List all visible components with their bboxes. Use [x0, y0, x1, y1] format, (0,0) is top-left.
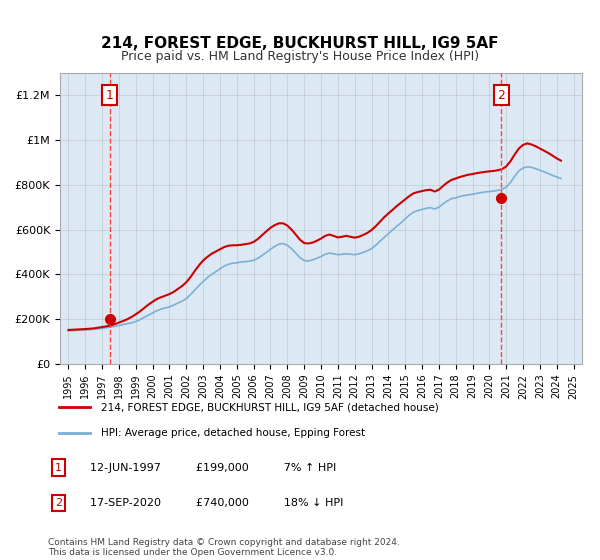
Text: HPI: Average price, detached house, Epping Forest: HPI: Average price, detached house, Eppi…	[101, 428, 365, 437]
Text: 214, FOREST EDGE, BUCKHURST HILL, IG9 5AF (detached house): 214, FOREST EDGE, BUCKHURST HILL, IG9 5A…	[101, 403, 439, 412]
Text: 1: 1	[55, 463, 62, 473]
Text: 214, FOREST EDGE, BUCKHURST HILL, IG9 5AF: 214, FOREST EDGE, BUCKHURST HILL, IG9 5A…	[101, 36, 499, 52]
Text: 1: 1	[106, 88, 113, 102]
Text: Price paid vs. HM Land Registry's House Price Index (HPI): Price paid vs. HM Land Registry's House …	[121, 50, 479, 63]
Text: 17-SEP-2020          £740,000          18% ↓ HPI: 17-SEP-2020 £740,000 18% ↓ HPI	[90, 498, 344, 508]
Text: Contains HM Land Registry data © Crown copyright and database right 2024.
This d: Contains HM Land Registry data © Crown c…	[48, 538, 400, 557]
Text: 2: 2	[497, 88, 505, 102]
Text: 12-JUN-1997          £199,000          7% ↑ HPI: 12-JUN-1997 £199,000 7% ↑ HPI	[90, 463, 337, 473]
Text: 2: 2	[55, 498, 62, 508]
